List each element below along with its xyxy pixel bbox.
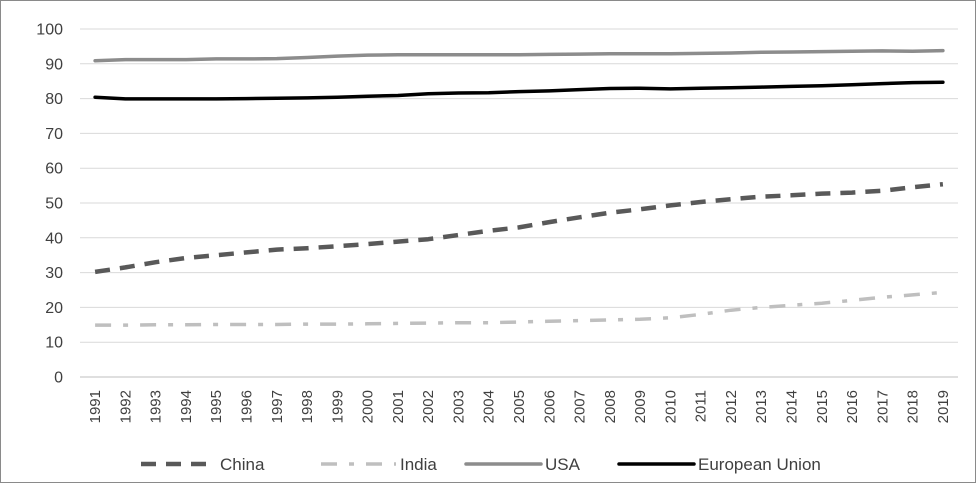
legend-label: India (400, 455, 437, 474)
x-tick-label: 2015 (814, 390, 831, 423)
series-lines (93, 48, 945, 327)
x-tick-label: 2003 (450, 390, 467, 423)
series-line-india (95, 290, 944, 327)
x-tick-label: 2011 (693, 390, 710, 422)
x-tick-label: 2001 (390, 390, 407, 423)
x-tick-label: 1991 (87, 390, 104, 423)
x-tick-label: 1994 (178, 390, 195, 423)
y-tick-label: 40 (45, 230, 63, 247)
x-tick-label: 2019 (935, 390, 952, 423)
legend-label: European Union (698, 455, 821, 474)
legend-label: China (220, 455, 265, 474)
y-tick-label: 50 (45, 196, 63, 213)
y-tick-label: 30 (45, 265, 63, 282)
x-tick-label: 2017 (874, 390, 891, 423)
x-tick-label: 2010 (662, 390, 679, 423)
series-line-european-union (93, 80, 945, 101)
y-tick-label: 90 (45, 56, 63, 73)
y-tick-label: 20 (45, 300, 63, 317)
x-tick-label: 1996 (239, 390, 256, 423)
y-tick-label: 70 (45, 126, 63, 143)
y-tick-label: 0 (54, 370, 63, 387)
x-tick-label: 1993 (148, 390, 165, 423)
x-tick-label: 2018 (905, 390, 922, 423)
y-axis-tick-labels: 0 10 20 30 40 50 60 70 80 90 100 (36, 22, 63, 387)
x-tick-label: 1995 (208, 390, 225, 423)
x-tick-label: 1997 (269, 390, 286, 423)
legend: China India USA European Union (141, 455, 821, 474)
y-tick-label: 80 (45, 91, 63, 108)
gridlines (80, 28, 958, 378)
x-tick-label: 1999 (329, 390, 346, 423)
series-line-china (94, 181, 944, 275)
x-tick-label: 2014 (783, 390, 800, 423)
x-tick-label: 1992 (117, 390, 134, 423)
legend-label: USA (545, 455, 581, 474)
series-line-usa (93, 48, 945, 63)
y-tick-label: 10 (45, 335, 63, 352)
x-tick-label: 2013 (753, 390, 770, 423)
x-tick-label: 2002 (420, 390, 437, 423)
x-tick-label: 2009 (632, 390, 649, 423)
y-tick-label: 100 (36, 22, 63, 39)
x-tick-label: 1998 (299, 390, 316, 423)
x-tick-label: 2006 (541, 390, 558, 423)
x-tick-label: 2000 (360, 390, 377, 423)
x-tick-label: 2008 (602, 390, 619, 423)
x-tick-label: 2007 (572, 390, 589, 423)
x-tick-label: 2016 (844, 390, 861, 423)
y-tick-label: 60 (45, 161, 63, 178)
x-axis-tick-labels: 1991 1992 1993 1994 1995 1996 1997 1998 1999 2000… (87, 390, 952, 423)
x-tick-label: 2012 (723, 390, 740, 423)
x-tick-label: 2004 (481, 390, 498, 423)
x-tick-label: 2005 (511, 390, 528, 423)
